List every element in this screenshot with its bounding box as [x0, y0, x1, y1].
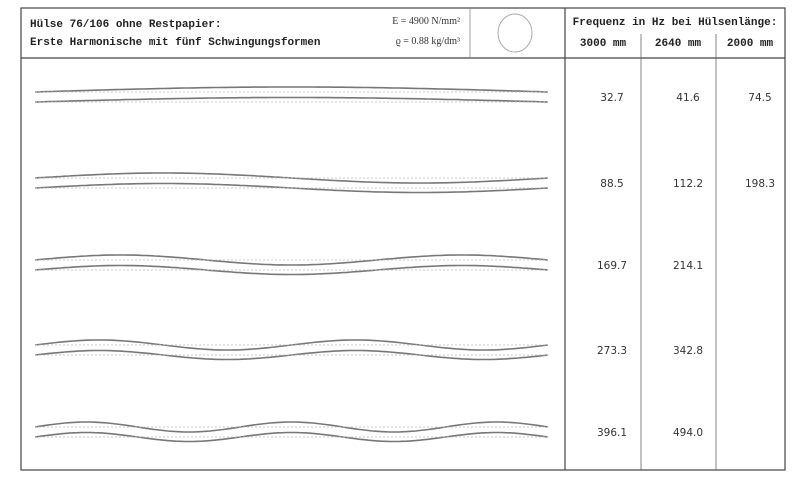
title: Hülse 76/106 ohne Restpapier:: [30, 19, 221, 31]
column-header: 2000 mm: [727, 38, 774, 50]
cell: 214.1: [673, 260, 703, 272]
cell: 112.2: [673, 178, 703, 190]
cell: 88.5: [600, 178, 623, 190]
cell: 494.0: [673, 427, 703, 439]
cell: 342.8: [673, 345, 703, 357]
formula: ϱ = 0.88 kg/dm³: [396, 36, 460, 47]
column-header: 2640 mm: [655, 38, 702, 50]
formula: E = 4900 N/mm²: [392, 16, 460, 27]
cell: 169.7: [597, 260, 627, 272]
cross-section-icon: [498, 14, 532, 52]
cell: 41.6: [676, 92, 700, 104]
mode-line: [35, 98, 548, 103]
column-header: 3000 mm: [580, 38, 627, 50]
mode-line: [35, 87, 548, 92]
cell: 396.1: [597, 427, 627, 439]
mode-shapes: [35, 87, 548, 442]
document: Hülse 76/106 ohne Restpapier: Erste Harm…: [0, 0, 799, 477]
cell: 32.7: [600, 92, 623, 104]
table-body: 32.7 41.6 74.5 88.5 112.2 198.3 169.7 214.1 273.…: [597, 92, 775, 439]
subtitle: Erste Harmonische mit fünf Schwingungsfo…: [30, 37, 320, 49]
cell: 273.3: [597, 345, 627, 357]
table-title: Frequenz in Hz bei Hülsenlänge:: [573, 17, 778, 29]
cell: 74.5: [748, 92, 771, 104]
page: {"header": {"title": "Hülse 76/106 ohne …: [0, 0, 799, 477]
frame: [21, 8, 785, 470]
cell: 198.3: [745, 178, 775, 190]
